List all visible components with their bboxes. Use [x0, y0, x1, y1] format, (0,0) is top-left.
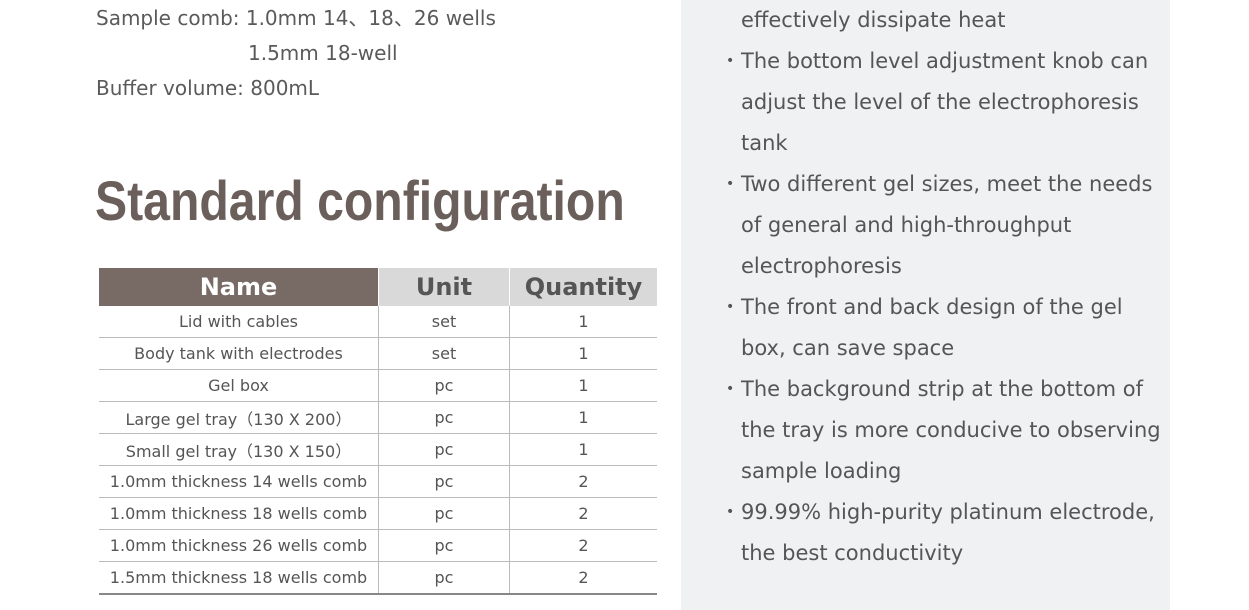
cell-unit: pc [378, 465, 510, 498]
cell-unit: pc [378, 497, 510, 530]
feature-line: The background strip at the bottom of [741, 377, 1144, 401]
cell-name: Body tank with electrodes [99, 337, 379, 370]
cell-quantity: 1 [509, 369, 657, 402]
header-quantity: Quantity [509, 268, 657, 306]
features-panel [681, 0, 1170, 610]
cell-quantity: 2 [509, 561, 657, 595]
cell-name: Large gel tray（130 X 200） [99, 401, 379, 434]
section-title: Standard configuration [95, 169, 625, 232]
spec-sample-comb: Sample comb: 1.0mm 14、18、26 wells [96, 6, 496, 30]
feature-line: effectively dissipate heat [741, 8, 1006, 32]
cell-unit: pc [378, 529, 510, 562]
config-table: Name Unit Quantity Lid with cables set 1 Bo… [99, 268, 657, 595]
cell-quantity: 1 [509, 433, 657, 466]
feature-line: Two different gel sizes, meet the needs [741, 172, 1153, 196]
bullet-icon: • [726, 176, 735, 192]
feature-line: 99.99% high-purity platinum electrode, [741, 500, 1155, 524]
table-row: 1.0mm thickness 14 wells comb pc 2 [99, 465, 657, 498]
bullet-icon: • [726, 53, 735, 69]
feature-line: the tray is more conducive to observing [741, 418, 1161, 442]
feature-line: the best conductivity [741, 541, 964, 565]
header-unit: Unit [378, 268, 510, 306]
table-row: Small gel tray（130 X 150） pc 1 [99, 433, 657, 466]
table-row: 1.0mm thickness 18 wells comb pc 2 [99, 497, 657, 530]
cell-unit: pc [378, 433, 510, 466]
table-row: Lid with cables set 1 [99, 306, 657, 338]
feature-line: sample loading [741, 459, 902, 483]
cell-unit: set [378, 337, 510, 370]
feature-line: tank [741, 131, 788, 155]
cell-name: 1.5mm thickness 18 wells comb [99, 561, 379, 595]
cell-unit: pc [378, 561, 510, 595]
feature-line: of general and high-throughput [741, 213, 1072, 237]
cell-name: Small gel tray（130 X 150） [99, 433, 379, 466]
cell-unit: pc [378, 401, 510, 434]
cell-quantity: 2 [509, 529, 657, 562]
feature-line: box, can save space [741, 336, 955, 360]
cell-quantity: 1 [509, 337, 657, 370]
cell-name: 1.0mm thickness 18 wells comb [99, 497, 379, 530]
table-row: Gel box pc 1 [99, 369, 657, 402]
feature-line: The front and back design of the gel [741, 295, 1123, 319]
feature-line: The bottom level adjustment knob can [741, 49, 1149, 73]
cell-name: Lid with cables [99, 306, 379, 338]
spec-buffer-volume: Buffer volume: 800mL [96, 76, 320, 100]
cell-quantity: 1 [509, 306, 657, 338]
feature-line: electrophoresis [741, 254, 902, 278]
cell-unit: set [378, 306, 510, 338]
cell-quantity: 1 [509, 401, 657, 434]
cell-name: Gel box [99, 369, 379, 402]
table-row: Large gel tray（130 X 200） pc 1 [99, 401, 657, 434]
spec-sample-comb-2: 1.5mm 18-well [248, 41, 398, 65]
cell-unit: pc [378, 369, 510, 402]
bullet-icon: • [726, 381, 735, 397]
feature-line: adjust the level of the electrophoresis [741, 90, 1139, 114]
table-row: Body tank with electrodes set 1 [99, 337, 657, 370]
cell-name: 1.0mm thickness 14 wells comb [99, 465, 379, 498]
bullet-icon: • [726, 504, 735, 520]
table-row: 1.5mm thickness 18 wells comb pc 2 [99, 561, 657, 595]
cell-quantity: 2 [509, 465, 657, 498]
cell-name: 1.0mm thickness 26 wells comb [99, 529, 379, 562]
cell-quantity: 2 [509, 497, 657, 530]
table-row: 1.0mm thickness 26 wells comb pc 2 [99, 529, 657, 562]
header-name: Name [99, 268, 379, 306]
bullet-icon: • [726, 299, 735, 315]
